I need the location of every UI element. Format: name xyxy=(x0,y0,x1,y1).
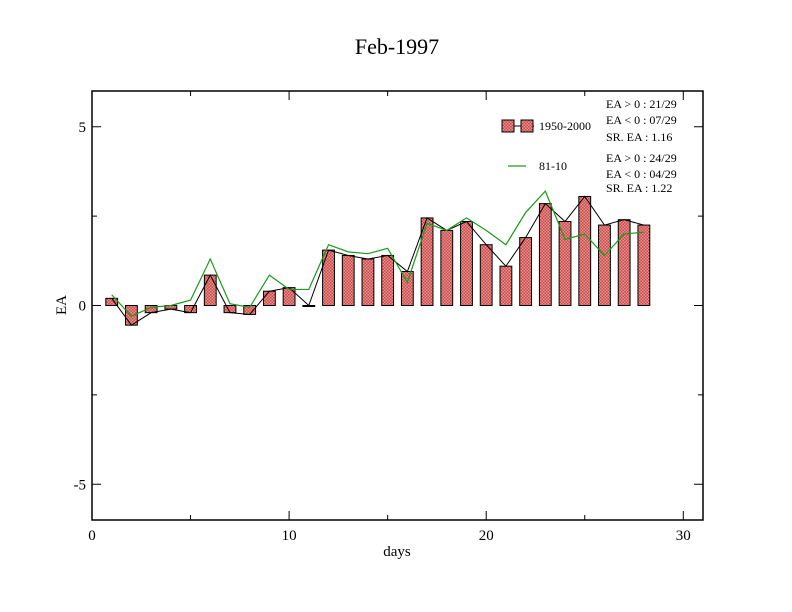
y-tick-label: 5 xyxy=(79,120,87,136)
x-tick-label: 30 xyxy=(676,528,691,544)
stat-positive-count: EA > 0 : 21/29 xyxy=(606,97,677,111)
legend-label-81-10: 81-10 xyxy=(539,159,567,173)
stat-positive-count: EA > 0 : 24/29 xyxy=(606,151,677,165)
x-tick-label: 10 xyxy=(282,528,297,544)
bar xyxy=(479,244,493,307)
series-line-black xyxy=(111,195,645,326)
legend-bar-swatch-right xyxy=(520,119,534,133)
legend-bar-swatch-left xyxy=(501,119,515,133)
bar xyxy=(578,195,592,306)
series-line-green xyxy=(111,189,644,317)
line-series xyxy=(111,189,645,326)
stat-negative-count: EA < 0 : 04/29 xyxy=(606,167,677,181)
stat-negative-count: EA < 0 : 07/29 xyxy=(606,113,677,127)
bar xyxy=(381,254,395,306)
bar xyxy=(420,217,434,307)
bar xyxy=(361,258,375,306)
legend: 1950-2000 81-10 xyxy=(501,119,591,173)
chart-title: Feb-1997 xyxy=(355,34,439,59)
bar xyxy=(322,249,335,306)
bar xyxy=(637,224,651,306)
bar xyxy=(519,237,533,306)
bar xyxy=(617,219,631,306)
stat-sr-ea: SR. EA : 1.22 xyxy=(606,181,672,195)
bar xyxy=(598,224,611,306)
bar xyxy=(460,220,473,306)
x-tick-label: 20 xyxy=(479,528,494,544)
bar xyxy=(440,229,454,306)
bar xyxy=(282,287,296,306)
x-axis-label: days xyxy=(383,544,411,560)
y-tick-label: -5 xyxy=(74,477,87,493)
bar xyxy=(538,203,552,306)
legend-label-1950-2000: 1950-2000 xyxy=(539,119,591,133)
y-tick-label: 0 xyxy=(79,299,87,315)
bar xyxy=(400,271,414,307)
bar xyxy=(262,290,276,307)
stats-block-81-10: EA > 0 : 24/29 EA < 0 : 04/29 SR. EA : 1… xyxy=(606,151,677,195)
bar xyxy=(341,254,355,306)
bar xyxy=(499,265,513,306)
stat-sr-ea: SR. EA : 1.16 xyxy=(606,130,672,144)
axes: 0 10 20 30 -5 0 5 xyxy=(74,91,703,544)
y-axis-label: EA xyxy=(54,295,70,315)
bar-series xyxy=(105,195,651,326)
bar xyxy=(203,274,217,306)
x-tick-label: 0 xyxy=(88,528,96,544)
stats-block-1950-2000: EA > 0 : 21/29 EA < 0 : 07/29 SR. EA : 1… xyxy=(606,97,677,144)
bar xyxy=(558,220,572,306)
